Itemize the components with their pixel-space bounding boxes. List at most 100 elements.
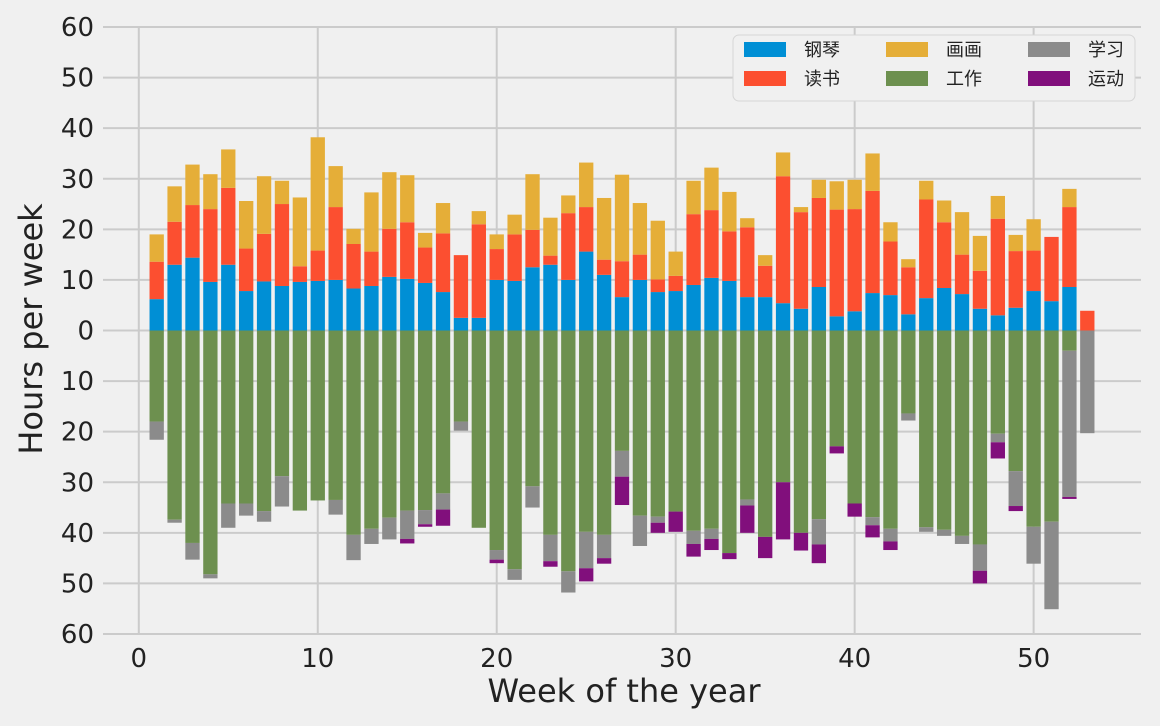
bar-工作-neg-week-40 <box>847 330 862 504</box>
bar-读书-week-11 <box>328 207 343 280</box>
bar-钢琴-week-35 <box>758 297 773 331</box>
bar-画画-week-25 <box>579 162 594 208</box>
y-tick-label: 40 <box>61 519 94 549</box>
bar-工作-neg-week-3 <box>185 330 200 543</box>
bar-钢琴-week-37 <box>793 308 809 331</box>
bar-钢琴-week-51 <box>1044 301 1059 331</box>
bar-学习-neg-week-31 <box>686 530 701 544</box>
bar-画画-week-15 <box>400 175 415 223</box>
bar-运动-neg-week-20 <box>489 559 504 564</box>
bar-读书-week-41 <box>865 190 880 294</box>
bar-钢琴-week-39 <box>829 316 844 331</box>
bar-工作-neg-week-42 <box>883 330 898 529</box>
bar-工作-neg-week-46 <box>954 330 970 536</box>
bar-学习-neg-week-27 <box>614 450 630 477</box>
bar-钢琴-week-11 <box>328 279 343 331</box>
x-axis-label: Week of the year <box>488 672 762 710</box>
bar-学习-neg-week-43 <box>901 413 916 421</box>
y-tick-label: 20 <box>61 215 94 245</box>
bar-画画-week-24 <box>561 195 576 214</box>
bar-运动-neg-week-32 <box>704 538 719 551</box>
bar-工作-neg-week-27 <box>614 330 630 451</box>
bar-学习-neg-week-26 <box>596 534 612 559</box>
bar-运动-neg-week-15 <box>400 538 415 544</box>
bar-工作-neg-week-32 <box>704 330 719 529</box>
bar-画画-week-26 <box>596 197 612 260</box>
bar-学习-neg-week-3 <box>185 542 200 560</box>
x-tick-label: 30 <box>659 644 692 674</box>
bar-学习-neg-week-18 <box>453 421 469 431</box>
bar-工作-neg-week-23 <box>543 330 558 535</box>
bar-学习-neg-week-13 <box>364 528 379 544</box>
bar-读书-week-15 <box>400 222 415 279</box>
bar-学习-neg-week-28 <box>632 515 648 546</box>
bar-读书-week-39 <box>829 209 844 317</box>
bar-钢琴-week-15 <box>400 278 415 331</box>
bar-读书-week-6 <box>239 248 254 292</box>
y-tick-label: 50 <box>61 569 94 599</box>
bar-读书-week-25 <box>579 207 594 252</box>
bar-读书-week-23 <box>543 255 558 265</box>
bar-画画-week-40 <box>847 179 862 210</box>
bars <box>149 137 1095 610</box>
bar-画画-week-52 <box>1062 188 1077 208</box>
bar-读书-week-29 <box>650 279 665 293</box>
bar-学习-neg-week-48 <box>990 433 1005 443</box>
bar-工作-neg-week-18 <box>453 330 469 422</box>
bar-钢琴-week-17 <box>435 292 451 331</box>
bar-运动-neg-week-52 <box>1062 496 1077 499</box>
bar-钢琴-week-52 <box>1062 286 1077 331</box>
y-tick-label: 40 <box>61 114 94 144</box>
bar-学习-neg-week-2 <box>167 519 182 523</box>
bar-学习-neg-week-52 <box>1062 350 1077 497</box>
bar-读书-week-26 <box>596 259 612 275</box>
bar-钢琴-week-48 <box>990 315 1005 331</box>
bar-画画-week-43 <box>901 259 916 268</box>
bar-钢琴-week-5 <box>221 264 236 331</box>
y-tick-label: 0 <box>77 317 94 347</box>
bar-画画-week-45 <box>936 200 952 223</box>
bar-运动-neg-week-35 <box>758 536 773 559</box>
legend-swatch-画画 <box>886 42 928 57</box>
bar-学习-neg-week-17 <box>435 493 451 510</box>
bar-画画-week-6 <box>239 201 254 249</box>
bar-画画-week-47 <box>972 235 988 271</box>
bar-学习-neg-week-12 <box>346 534 361 561</box>
bar-画画-week-39 <box>829 181 844 210</box>
bar-读书-week-13 <box>364 251 379 286</box>
bar-读书-week-27 <box>614 261 630 298</box>
y-tick-label: 60 <box>61 620 94 650</box>
y-tick-label: 10 <box>61 367 94 397</box>
bar-学习-neg-week-34 <box>740 499 755 506</box>
bar-读书-week-46 <box>954 254 970 295</box>
legend-label-工作: 工作 <box>946 69 982 90</box>
bar-钢琴-week-41 <box>865 293 880 331</box>
bar-读书-week-24 <box>561 213 576 280</box>
bar-读书-week-7 <box>256 233 272 282</box>
bar-画画-week-44 <box>919 180 934 200</box>
bar-画画-week-37 <box>793 207 809 213</box>
bar-运动-neg-week-48 <box>990 442 1005 459</box>
x-tick-label: 0 <box>131 644 148 674</box>
bar-工作-neg-week-26 <box>596 330 612 535</box>
bar-画画-week-2 <box>167 186 182 222</box>
bar-学习-neg-week-25 <box>579 531 594 569</box>
bar-读书-week-36 <box>775 176 791 304</box>
bar-工作-neg-week-41 <box>865 330 880 518</box>
bar-工作-neg-week-2 <box>167 330 182 520</box>
bar-画画-week-29 <box>650 220 665 280</box>
bar-画画-week-38 <box>811 179 827 198</box>
bar-工作-neg-week-25 <box>579 330 594 532</box>
bar-读书-week-10 <box>310 250 325 281</box>
bar-学习-neg-week-6 <box>239 503 254 516</box>
bar-学习-neg-week-20 <box>489 550 504 560</box>
bar-工作-neg-week-43 <box>901 330 916 414</box>
bar-读书-week-3 <box>185 205 200 258</box>
bar-读书-week-20 <box>489 249 504 280</box>
bar-工作-neg-week-37 <box>793 330 809 533</box>
bar-读书-week-32 <box>704 210 719 278</box>
bar-工作-neg-week-1 <box>149 330 164 422</box>
x-tick-labels: 0 10 20 30 40 50 <box>131 644 1051 674</box>
